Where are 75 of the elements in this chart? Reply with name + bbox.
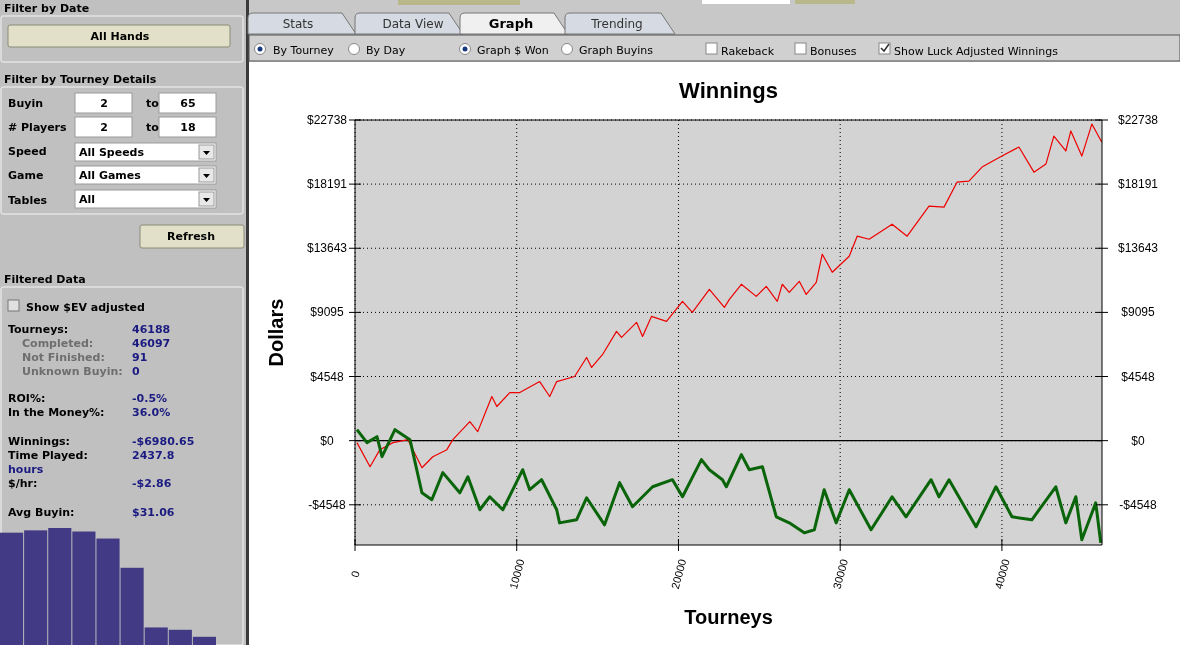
text: -$2.86 bbox=[132, 477, 172, 490]
text: to bbox=[146, 97, 160, 110]
text: All Games bbox=[79, 169, 142, 182]
text: $/hr: bbox=[8, 477, 38, 490]
text: Completed: bbox=[22, 337, 94, 350]
text: 46097 bbox=[132, 337, 171, 350]
y2-tick-label: $13643 bbox=[1117, 241, 1159, 256]
text: 36.0% bbox=[132, 406, 171, 419]
text: Refresh bbox=[167, 230, 215, 243]
x-axis-title: Tourneys bbox=[684, 606, 773, 628]
x-tick-label: 30000 bbox=[830, 557, 851, 591]
text: # Players bbox=[8, 121, 68, 134]
text: Filter by Tourney Details bbox=[4, 73, 157, 86]
text: 18 bbox=[180, 121, 196, 134]
text: Graph bbox=[488, 16, 534, 31]
text: Trending bbox=[590, 17, 643, 31]
x-tick-label: 10000 bbox=[507, 557, 527, 591]
text: Winnings: bbox=[8, 435, 70, 448]
chart-title: Winnings bbox=[679, 78, 778, 103]
text: hours bbox=[8, 463, 44, 476]
text: All bbox=[79, 193, 96, 206]
text: to bbox=[146, 121, 160, 134]
text: Data View bbox=[382, 17, 444, 31]
y2-tick-label: $4548 bbox=[1121, 369, 1156, 384]
x-tick-label: 40000 bbox=[992, 557, 1012, 591]
text: Bonuses bbox=[810, 45, 857, 58]
text: Show Luck Adjusted Winnings bbox=[894, 45, 1059, 58]
text: Filtered Data bbox=[4, 273, 86, 286]
text: 91 bbox=[132, 351, 148, 364]
y-tick-label: $0 bbox=[320, 433, 334, 448]
text: $31.06 bbox=[132, 506, 175, 519]
text: Avg Buyin: bbox=[8, 506, 75, 519]
text: Speed bbox=[8, 145, 47, 158]
text: Rakeback bbox=[721, 45, 775, 58]
y2-tick-label: $18191 bbox=[1117, 177, 1159, 192]
y-axis-title: Dollars bbox=[265, 298, 287, 367]
line-series bbox=[356, 123, 1103, 469]
text: Show $EV adjusted bbox=[26, 301, 145, 314]
text: By Tourney bbox=[273, 44, 335, 57]
y-tick-label: $22738 bbox=[306, 113, 348, 127]
text: In the Money%: bbox=[8, 406, 105, 419]
text: Graph Buyins bbox=[579, 44, 654, 57]
text: -0.5% bbox=[132, 392, 168, 405]
x-tick-label: 20000 bbox=[668, 557, 689, 591]
y2-tick-label: $9095 bbox=[1121, 305, 1156, 320]
text: -$6980.65 bbox=[132, 435, 195, 448]
text: ROI%: bbox=[8, 392, 46, 405]
y-tick-label: $4548 bbox=[310, 369, 345, 384]
text: Buyin bbox=[8, 97, 43, 110]
y2-tick-label: $0 bbox=[1131, 433, 1145, 448]
y2-tick-label: -$4548 bbox=[1119, 497, 1157, 512]
text: Stats bbox=[282, 17, 314, 31]
text: 65 bbox=[180, 97, 196, 110]
y2-tick-label: $22738 bbox=[1117, 113, 1159, 127]
text: Tables bbox=[8, 194, 48, 207]
text: All Hands bbox=[90, 30, 150, 43]
text: 2 bbox=[100, 121, 108, 134]
y-tick-label: $18191 bbox=[306, 177, 348, 192]
text: By Day bbox=[366, 44, 406, 57]
x-tick-label: 0 bbox=[348, 569, 362, 579]
text: 2 bbox=[100, 97, 108, 110]
text: All Speeds bbox=[79, 146, 145, 159]
y-tick-label: $13643 bbox=[306, 241, 348, 256]
text: Filter by Date bbox=[4, 2, 90, 15]
text: Time Played: bbox=[8, 449, 88, 462]
text: 46188 bbox=[132, 323, 171, 336]
text: 0 bbox=[132, 365, 140, 378]
text: Tourneys: bbox=[8, 323, 69, 336]
y-tick-label: -$4548 bbox=[308, 497, 346, 512]
text: Game bbox=[8, 169, 44, 182]
text: Graph $ Won bbox=[477, 44, 549, 57]
y-tick-label: $9095 bbox=[310, 305, 345, 320]
text: Unknown Buyin: bbox=[22, 365, 123, 378]
text: 2437.8 bbox=[132, 449, 175, 462]
text: Not Finished: bbox=[22, 351, 105, 364]
